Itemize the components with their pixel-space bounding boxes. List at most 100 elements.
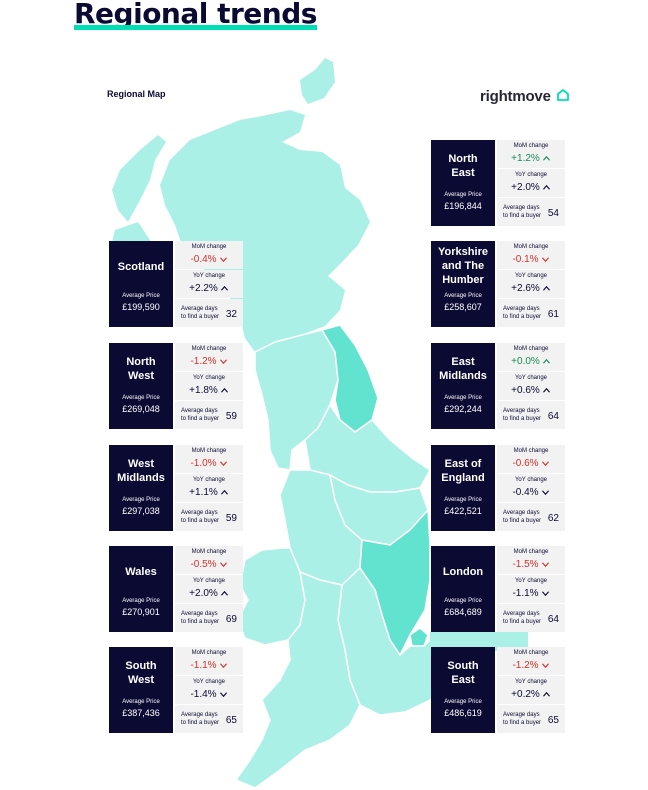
mom-change-box: MoM change -0.1% (497, 241, 565, 269)
region-name-box: West Midlands Average Price £297,038 (109, 445, 173, 531)
chevron-down-icon (541, 591, 549, 596)
house-icon (557, 89, 569, 101)
mom-change-label: MoM change (191, 650, 227, 656)
mom-change-box: MoM change -1.5% (497, 546, 565, 574)
average-price-value: £269,048 (122, 404, 160, 414)
average-price-label: Average Price (444, 395, 482, 401)
mom-change-value: -0.6% (497, 458, 565, 469)
yoy-change-value: +1.8% (175, 385, 243, 396)
region-name-box: London Average Price £684,689 (431, 546, 495, 632)
mom-change-label: MoM change (513, 549, 549, 555)
mom-change-box: MoM change -0.6% (497, 445, 565, 473)
average-price-label: Average Price (444, 699, 482, 705)
region-card-north-east: North East Average Price £196,844 MoM change… (431, 140, 565, 226)
region-name-box: Scotland Average Price £199,590 (109, 241, 173, 327)
brand-logo-text: rightmove (480, 88, 551, 105)
average-price-value: £422,521 (444, 506, 482, 516)
region-name-box: North West Average Price £269,048 (109, 343, 173, 429)
days-to-sell-value: 64 (547, 614, 559, 625)
chevron-up-icon (542, 155, 550, 161)
days-to-sell-value: 62 (547, 513, 559, 524)
yoy-change-label: YoY change (514, 679, 548, 685)
chevron-down-icon (541, 257, 549, 262)
yoy-change-value: -1.1% (497, 588, 565, 599)
yoy-change-label: YoY change (514, 375, 548, 381)
region-name: South West (125, 660, 157, 686)
yoy-change-value: -1.4% (175, 689, 243, 700)
days-to-sell-label: Average days to find a buyer (503, 611, 542, 625)
chevron-down-icon (219, 692, 227, 697)
yoy-change-value: +2.6% (497, 283, 565, 294)
region-name-box: North East Average Price £196,844 (431, 140, 495, 226)
average-price-value: £258,607 (444, 302, 482, 312)
days-to-sell-value: 59 (225, 411, 237, 422)
average-price-label: Average Price (444, 192, 482, 198)
average-price-value: £297,038 (122, 506, 160, 516)
chevron-down-icon (219, 562, 227, 567)
mom-change-box: MoM change -1.0% (175, 445, 243, 473)
yoy-change-box: YoY change +0.2% (497, 676, 565, 704)
days-to-sell-label: Average days to find a buyer (181, 408, 220, 422)
days-to-sell-box: Average days to find a buyer 64 (497, 604, 565, 632)
region-card-east-of-england: East of England Average Price £422,521 MoM c… (431, 445, 565, 531)
region-name: East of England (441, 458, 485, 484)
days-to-sell-box: Average days to find a buyer 69 (175, 604, 243, 632)
mom-change-box: MoM change -0.5% (175, 546, 243, 574)
chevron-up-icon (542, 285, 550, 291)
average-price-label: Average Price (122, 598, 160, 604)
average-price-label: Average Price (122, 699, 160, 705)
days-to-sell-box: Average days to find a buyer 65 (175, 705, 243, 733)
yoy-change-label: YoY change (514, 273, 548, 279)
region-name: North East (448, 153, 478, 179)
days-to-sell-value: 59 (225, 513, 237, 524)
region-name-box: East Midlands Average Price £292,244 (431, 343, 495, 429)
region-name: East Midlands (439, 356, 487, 382)
yoy-change-box: YoY change +0.6% (497, 372, 565, 400)
chevron-down-icon (541, 663, 549, 668)
days-to-sell-label: Average days to find a buyer (181, 611, 220, 625)
mom-change-value: -1.0% (175, 458, 243, 469)
days-to-sell-box: Average days to find a buyer 54 (497, 198, 565, 226)
mom-change-box: MoM change -1.2% (497, 647, 565, 675)
yoy-change-value: +2.0% (175, 588, 243, 599)
yoy-change-value: +0.6% (497, 385, 565, 396)
region-name: Yorkshire and The Humber (438, 246, 488, 286)
average-price-label: Average Price (122, 395, 160, 401)
chevron-up-icon (542, 387, 550, 393)
days-to-sell-label: Average days to find a buyer (181, 712, 220, 726)
days-to-sell-value: 65 (225, 715, 237, 726)
region-card-wales: Wales Average Price £270,901 MoM change -0.5… (109, 546, 243, 632)
days-to-sell-box: Average days to find a buyer 32 (175, 299, 243, 327)
region-name-box: Wales Average Price £270,901 (109, 546, 173, 632)
days-to-sell-box: Average days to find a buyer 62 (497, 503, 565, 531)
chevron-up-icon (220, 387, 228, 393)
region-card-yorkshire-and-the-humber: Yorkshire and The Humber Average Price £258,… (431, 241, 565, 327)
average-price-value: £196,844 (444, 201, 482, 211)
map-islands-west (112, 135, 166, 222)
chevron-down-icon (219, 257, 227, 262)
average-price-value: £486,619 (444, 708, 482, 718)
mom-change-box: MoM change -1.1% (175, 647, 243, 675)
region-name: West Midlands (117, 458, 165, 484)
mom-change-value: -1.2% (175, 356, 243, 367)
days-to-sell-label: Average days to find a buyer (503, 306, 542, 320)
yoy-change-label: YoY change (514, 477, 548, 483)
days-to-sell-value: 64 (547, 411, 559, 422)
average-price-value: £387,436 (122, 708, 160, 718)
mom-change-value: -1.1% (175, 660, 243, 671)
yoy-change-box: YoY change -1.4% (175, 676, 243, 704)
yoy-change-label: YoY change (192, 578, 226, 584)
yoy-change-label: YoY change (514, 172, 548, 178)
chevron-up-icon (542, 691, 550, 697)
yoy-change-label: YoY change (192, 273, 226, 279)
average-price-value: £684,689 (444, 607, 482, 617)
chevron-down-icon (541, 461, 549, 466)
days-to-sell-box: Average days to find a buyer 64 (497, 401, 565, 429)
average-price-value: £270,901 (122, 607, 160, 617)
yoy-change-label: YoY change (514, 578, 548, 584)
mom-change-box: MoM change +1.2% (497, 140, 565, 168)
mom-change-label: MoM change (513, 244, 549, 250)
map-region-scotland (160, 110, 370, 352)
days-to-sell-value: 61 (547, 309, 559, 320)
days-to-sell-value: 69 (225, 614, 237, 625)
